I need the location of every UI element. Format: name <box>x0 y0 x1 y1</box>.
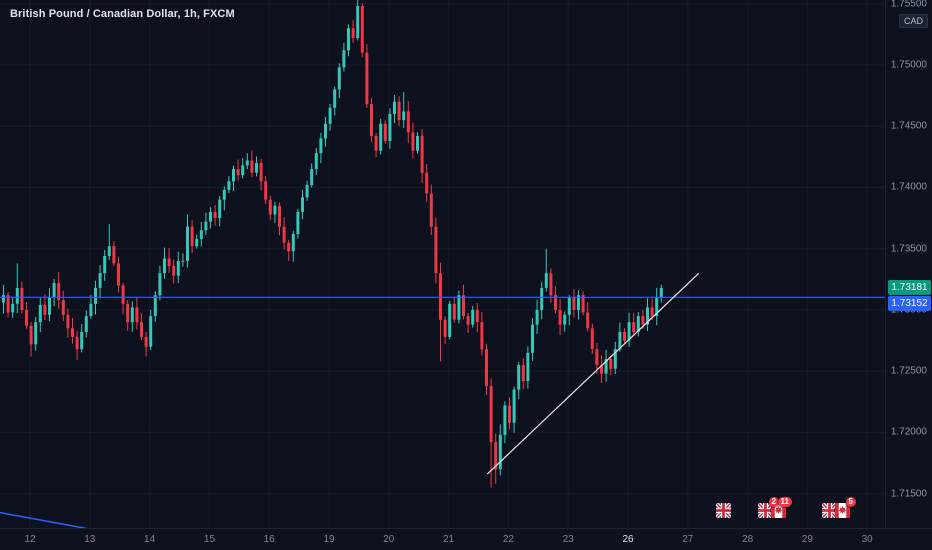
time-axis[interactable]: 12 13 14 15 16 19 20 21 22 23 26 27 28 29 30 <box>0 528 932 550</box>
time-label: 15 <box>203 534 215 545</box>
price-tick: 1.72000 <box>890 426 927 438</box>
price-tick: 1.75500 <box>890 0 927 10</box>
grid <box>0 0 885 528</box>
event-count-badge: 2 <box>768 497 779 507</box>
event-count-badge: 5 <box>845 497 856 507</box>
currency-label: CAD <box>898 14 928 28</box>
gb-flag[interactable] <box>716 503 731 518</box>
chart-canvas[interactable]: 2 11 5 British Pound / Canadian Dollar, 1h… <box>0 0 885 528</box>
time-label: 29 <box>801 534 813 545</box>
gb-flag <box>716 503 731 518</box>
event-count-badge: 11 <box>777 497 792 507</box>
time-label: 26 <box>622 534 634 545</box>
ca-flag[interactable]: 5 <box>835 497 856 518</box>
last-price-badge[interactable]: 1.73181 <box>888 280 931 296</box>
price-axis[interactable]: 1.715001.720001.725001.730001.735001.740… <box>885 0 932 528</box>
time-label: 22 <box>502 534 514 545</box>
price-tick: 1.74000 <box>890 181 927 193</box>
candles-svg[interactable] <box>0 0 885 528</box>
time-label: 19 <box>323 534 335 545</box>
time-label: 28 <box>742 534 754 545</box>
gb-flag[interactable]: 2 <box>758 497 779 518</box>
ascending-trendline[interactable] <box>486 272 700 475</box>
price-tick: 1.75000 <box>890 59 927 71</box>
price-tick: 1.73500 <box>890 243 927 255</box>
price-tick: 1.72500 <box>890 365 927 377</box>
time-label: 23 <box>562 534 574 545</box>
descending-trendline-segment[interactable] <box>0 511 117 528</box>
time-label: 12 <box>24 534 36 545</box>
candles[interactable] <box>2 0 663 488</box>
time-label: 20 <box>383 534 395 545</box>
price-tick: 1.74500 <box>890 120 927 132</box>
time-label: 14 <box>144 534 156 545</box>
symbol-title[interactable]: British Pound / Canadian Dollar, 1h, FXC… <box>10 8 235 20</box>
time-label: 27 <box>682 534 694 545</box>
time-label: 21 <box>443 534 455 545</box>
economic-event-group[interactable]: 5 <box>822 497 856 518</box>
economic-event-group[interactable] <box>716 503 731 518</box>
economic-event-group[interactable]: 2 11 <box>758 497 792 518</box>
time-label: 30 <box>861 534 873 545</box>
events-layer: 2 11 5 <box>716 497 856 518</box>
price-line-badge[interactable]: 1.73152 <box>888 296 931 312</box>
time-label: 16 <box>263 534 275 545</box>
time-label: 13 <box>84 534 96 545</box>
price-tick: 1.71500 <box>890 488 927 500</box>
ca-flag <box>835 503 850 518</box>
